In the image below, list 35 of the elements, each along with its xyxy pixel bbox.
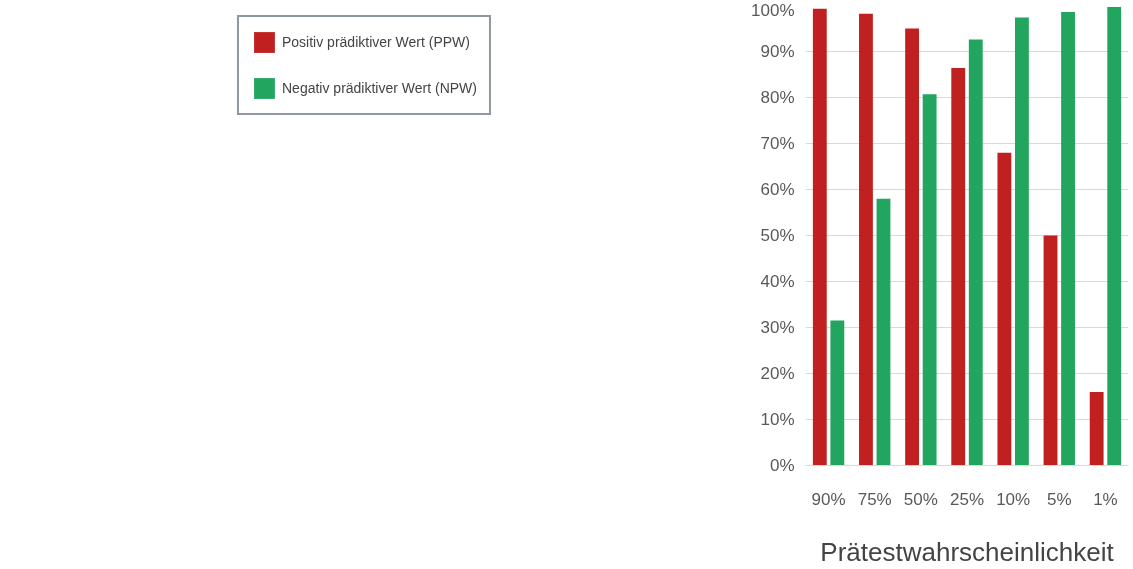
y-tick-label: 50% <box>760 226 795 245</box>
x-tick-label: 1% <box>1093 489 1118 509</box>
bar <box>812 8 827 466</box>
y-tick-label: 30% <box>760 318 795 337</box>
x-axis-title: Prätestwahrscheinlichkeit <box>820 536 1115 567</box>
legend-label: Positiv prädiktiver Wert (PPW) <box>281 34 470 50</box>
x-tick-label: 50% <box>903 489 938 509</box>
x-tick-label: 10% <box>996 489 1031 509</box>
y-tick-label: 10% <box>760 410 795 429</box>
bar <box>997 152 1012 466</box>
bar <box>859 13 873 466</box>
bar <box>968 39 983 466</box>
bar <box>905 28 920 466</box>
y-tick-label: 60% <box>760 180 795 199</box>
bar <box>1043 235 1058 466</box>
bar <box>1107 6 1122 466</box>
y-tick-label: 80% <box>760 88 795 107</box>
y-tick-label: 100% <box>751 0 795 20</box>
bar <box>830 320 845 466</box>
bar <box>951 68 966 466</box>
bar <box>1089 391 1104 466</box>
y-tick-label: 40% <box>760 272 795 291</box>
y-tick-label: 20% <box>760 364 795 383</box>
x-tick-label: 25% <box>949 489 985 509</box>
y-tick-label: 90% <box>760 42 795 61</box>
y-tick-label: 0% <box>769 456 795 475</box>
x-tick-label: 75% <box>857 489 892 509</box>
bar <box>1061 11 1075 466</box>
bar <box>876 198 891 466</box>
legend-label: Negativ prädiktiver Wert (NPW) <box>281 80 477 96</box>
x-tick-label: 5% <box>1047 489 1072 509</box>
x-tick-label: 90% <box>811 489 846 509</box>
bar <box>1014 17 1029 466</box>
bar <box>922 94 937 466</box>
y-tick-label: 70% <box>760 134 795 153</box>
